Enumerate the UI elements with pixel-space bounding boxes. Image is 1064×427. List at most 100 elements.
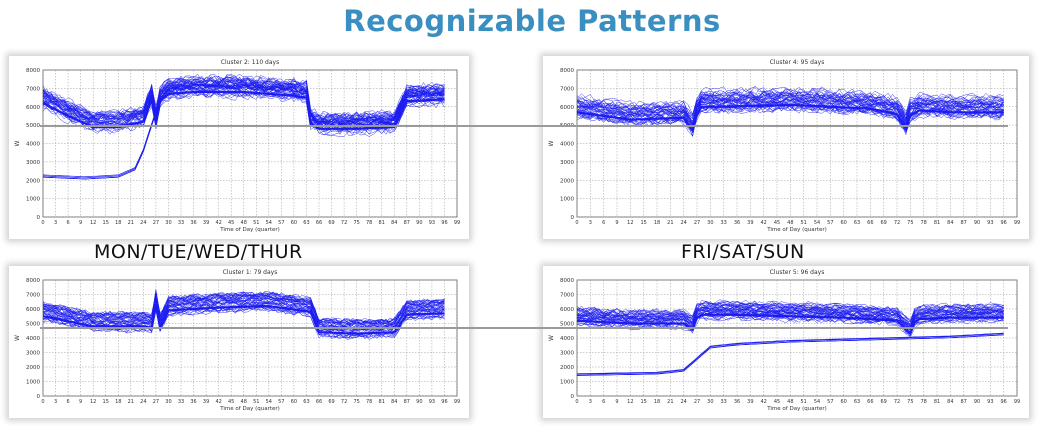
x-tick-label: 51 <box>253 220 259 226</box>
x-tick-label: 27 <box>153 220 159 226</box>
x-tick-label: 18 <box>115 220 121 226</box>
y-tick-label: 8000 <box>560 68 574 74</box>
y-tick-label: 2000 <box>560 178 574 184</box>
x-tick-label: 51 <box>800 220 806 226</box>
y-tick-label: 8000 <box>26 68 40 74</box>
x-tick-label: 93 <box>429 220 435 226</box>
series-line <box>576 91 1004 123</box>
x-tick-label: 60 <box>840 399 846 405</box>
y-tick-label: 2000 <box>26 365 40 371</box>
x-tick-label: 3 <box>54 399 57 405</box>
series-line <box>42 290 445 324</box>
series-line <box>42 89 445 136</box>
x-tick-label: 42 <box>215 399 221 405</box>
series-line <box>576 300 1004 322</box>
y-tick-label: 1000 <box>26 380 40 386</box>
x-tick-label: 81 <box>934 399 940 405</box>
x-tick-label: 12 <box>90 399 96 405</box>
x-tick-label: 69 <box>328 399 334 405</box>
x-tick-label: 18 <box>654 399 660 405</box>
x-tick-label: 66 <box>316 220 322 226</box>
x-tick-label: 57 <box>278 399 284 405</box>
x-tick-label: 42 <box>760 220 766 226</box>
series-line <box>42 92 445 137</box>
x-tick-label: 36 <box>734 399 740 405</box>
series-line <box>42 79 445 124</box>
x-tick-label: 33 <box>178 399 184 405</box>
series-line <box>576 86 1004 118</box>
x-tick-label: 48 <box>787 220 793 226</box>
x-tick-label: 45 <box>228 220 234 226</box>
x-tick-label: 0 <box>575 399 578 405</box>
y-tick-label: 6000 <box>560 105 574 111</box>
series-line <box>576 96 1004 127</box>
y-tick-label: 5000 <box>26 123 40 129</box>
x-tick-label: 90 <box>416 220 422 226</box>
x-tick-label: 0 <box>575 220 578 226</box>
series-line <box>576 309 1004 331</box>
x-tick-label: 78 <box>366 399 372 405</box>
x-tick-label: 57 <box>827 220 833 226</box>
x-tick-label: 81 <box>934 220 940 226</box>
x-tick-label: 42 <box>215 220 221 226</box>
x-tick-label: 6 <box>66 220 69 226</box>
x-tick-label: 39 <box>203 220 209 226</box>
series-line-dense <box>576 103 1004 134</box>
x-tick-label: 63 <box>854 399 860 405</box>
x-tick-label: 54 <box>266 220 272 226</box>
x-tick-label: 21 <box>667 220 673 226</box>
x-tick-label: 81 <box>379 399 385 405</box>
chart-svg-top-right: Cluster 4: 95 days0100020003000400050006… <box>548 59 1020 233</box>
x-tick-label: 99 <box>454 399 460 405</box>
x-tick-label: 15 <box>103 399 109 405</box>
y-tick-label: 6000 <box>26 307 40 313</box>
x-tick-label: 9 <box>79 220 82 226</box>
y-tick-label: 7000 <box>560 293 574 299</box>
x-tick-label: 36 <box>734 220 740 226</box>
x-tick-label: 84 <box>391 220 397 226</box>
weekend-group-label: FRI/SAT/SUN <box>681 241 805 263</box>
y-tick-label: 7000 <box>26 293 40 299</box>
x-tick-label: 3 <box>589 220 592 226</box>
series-line <box>576 95 1004 123</box>
x-tick-label: 87 <box>960 399 966 405</box>
x-tick-label: 90 <box>974 399 980 405</box>
x-tick-label: 9 <box>615 399 618 405</box>
y-axis-label: W <box>14 140 21 146</box>
x-tick-label: 21 <box>128 399 134 405</box>
x-tick-label: 36 <box>190 220 196 226</box>
chart-title: Cluster 2: 110 days <box>221 59 279 66</box>
x-tick-label: 3 <box>54 220 57 226</box>
y-tick-label: 0 <box>37 215 41 221</box>
series-line-dense <box>42 90 445 130</box>
x-tick-label: 12 <box>90 220 96 226</box>
x-tick-label: 78 <box>920 399 926 405</box>
x-tick-label: 0 <box>41 399 44 405</box>
x-tick-label: 6 <box>602 399 605 405</box>
x-tick-label: 78 <box>366 220 372 226</box>
x-tick-label: 90 <box>416 399 422 405</box>
x-tick-label: 96 <box>441 220 447 226</box>
x-tick-label: 90 <box>974 220 980 226</box>
x-tick-label: 99 <box>1014 220 1020 226</box>
x-tick-label: 51 <box>800 399 806 405</box>
x-tick-label: 60 <box>291 399 297 405</box>
series-line <box>576 92 1004 122</box>
x-tick-label: 0 <box>41 220 44 226</box>
x-tick-label: 72 <box>894 399 900 405</box>
y-tick-label: 5000 <box>26 322 40 328</box>
x-tick-label: 87 <box>404 220 410 226</box>
x-tick-label: 87 <box>404 399 410 405</box>
connector-line-bottom <box>40 327 1008 329</box>
x-tick-label: 81 <box>379 220 385 226</box>
x-tick-label: 21 <box>667 399 673 405</box>
chart-svg-top-left: Cluster 2: 110 days 0 1000 2000 3000 4000 5000… <box>14 59 460 233</box>
x-axis-label: Time of Day (quarter) <box>766 227 827 233</box>
series-line-outlier <box>577 333 1004 375</box>
y-tick-label: 7000 <box>26 86 40 92</box>
x-tick-label: 15 <box>640 399 646 405</box>
x-tick-label: 30 <box>707 399 713 405</box>
x-tick-label: 84 <box>947 220 953 226</box>
x-tick-label: 12 <box>627 399 633 405</box>
series-line <box>42 79 445 125</box>
